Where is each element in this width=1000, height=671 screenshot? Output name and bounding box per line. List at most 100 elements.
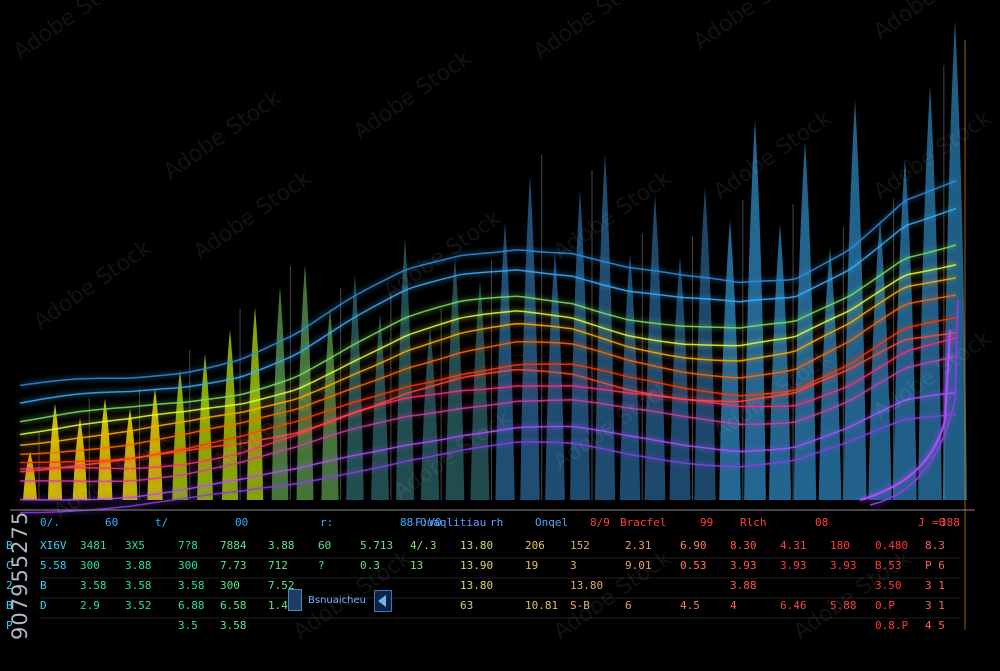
spike (197, 353, 213, 500)
table-cell: 300 (80, 559, 100, 572)
spike (943, 20, 967, 500)
table-cell: 6.46 (780, 599, 807, 612)
table-cell: 180 (830, 539, 850, 552)
table-cell: 7?8 (178, 539, 198, 552)
table-cell: 4 (730, 599, 737, 612)
play-icon[interactable] (374, 590, 392, 612)
table-cell: ? (318, 559, 325, 572)
table-cell: 4 5 (925, 619, 945, 632)
table-cell: 3.58 (220, 619, 247, 632)
table-cell: 3481 (80, 539, 107, 552)
axis-tick-label: Rlch (740, 516, 767, 529)
wave-layer (19, 180, 959, 514)
table-cell: B.53 (875, 559, 902, 572)
wave-line (19, 244, 957, 423)
axis-tick-label: 08 (815, 516, 828, 529)
table-cell: 0.480 (875, 539, 908, 552)
table-cell: 7884 (220, 539, 247, 552)
table-cell: 3 1 (925, 579, 945, 592)
table-cell: 152 (570, 539, 590, 552)
table-cell: S-B (570, 599, 590, 612)
table-cell: 8.3 (925, 539, 945, 552)
spike (594, 153, 616, 500)
table-cell: 19 (525, 559, 538, 572)
table-cell: D (40, 599, 47, 612)
table-cell: 63 (460, 599, 473, 612)
table-cell: 3.93 (830, 559, 857, 572)
legend-swatch (288, 589, 302, 611)
table-cell: 13.80 (460, 539, 493, 552)
spike (296, 264, 314, 500)
table-cell: 3.58 (178, 579, 205, 592)
table-cell: 5.713 (360, 539, 393, 552)
table-cell: 300 (178, 559, 198, 572)
table-cell: 5.58 (40, 559, 67, 572)
table-cell: 300 (220, 579, 240, 592)
table-cell: 3.50 (875, 579, 902, 592)
wave-line (19, 207, 957, 404)
table-cell: 3.58 (80, 579, 107, 592)
table-cell: 0.8.P (875, 619, 908, 632)
table-cell: 13 (410, 559, 423, 572)
wave-line (19, 294, 957, 456)
table-cell: 6.90 (680, 539, 707, 552)
table-cell: 13.80 (570, 579, 603, 592)
spike (445, 257, 465, 500)
axis-tick-label: 88 (400, 516, 413, 529)
table-cell: 3.88 (268, 539, 295, 552)
table-cell: 6 (625, 599, 632, 612)
spike (371, 313, 389, 500)
table-cell: 0.3 (360, 559, 380, 572)
table-cell: 4.31 (780, 539, 807, 552)
legend: Bsnuaicheu (288, 588, 394, 612)
table-cell: 60 (318, 539, 331, 552)
spike (122, 408, 138, 500)
table-cell: 3.93 (780, 559, 807, 572)
table-cell: 7.73 (220, 559, 247, 572)
table-cell: 0.P (875, 599, 895, 612)
spike (97, 398, 113, 500)
table-cell: 5.88 (830, 599, 857, 612)
wave-line (19, 356, 957, 483)
spike-layer (23, 20, 967, 501)
spike (545, 252, 565, 500)
table-cell: 3.88 (730, 579, 757, 592)
wave-line (19, 263, 957, 436)
wave-line (19, 331, 957, 473)
spike (72, 418, 88, 500)
data-table: B XI6V 3481 3X5 7?8 7884 3.88 60 5.713 4/.3 13.80 2… (6, 539, 960, 632)
table-cell: 3.58 (125, 579, 152, 592)
spike (868, 218, 892, 500)
wave-line (859, 329, 951, 501)
table-cell: 2.9 (80, 599, 100, 612)
table-cell: 3.93 (730, 559, 757, 572)
axis-tick-label: r: (320, 516, 333, 529)
table-cell: 6.88 (178, 599, 205, 612)
spike (271, 286, 289, 500)
wave-line (20, 316, 957, 464)
wave-line (869, 299, 959, 506)
axis-tick-label: Onqel (535, 516, 568, 529)
table-cell: 206 (525, 539, 545, 552)
table-cell: 2.31 (625, 539, 652, 552)
table-cell: 3X5 (125, 539, 145, 552)
table-cell: 6.58 (220, 599, 247, 612)
axis-tick-label: J (918, 516, 925, 529)
table-cell: 8.30 (730, 539, 757, 552)
spike (768, 224, 792, 501)
spike (47, 403, 63, 500)
table-cell: 4/.3 (410, 539, 437, 552)
table-cell: B (6, 599, 13, 612)
axis-tick-label: t/ (155, 516, 168, 529)
table-cell: P (6, 619, 13, 632)
axis-tick-label: 60 (105, 516, 118, 529)
axis-tick-label: F:VO (415, 516, 442, 529)
axis-tick-label: rh (490, 516, 503, 529)
wave-line (19, 391, 957, 501)
spike (744, 119, 766, 501)
axis-tick-label: 388 (940, 516, 960, 529)
axis-tick-label: Bracfel (620, 516, 666, 529)
axis-tick-label: 0/. (40, 516, 60, 529)
table-cell: 4.5 (680, 599, 700, 612)
axis-tick-label: 00 (235, 516, 248, 529)
